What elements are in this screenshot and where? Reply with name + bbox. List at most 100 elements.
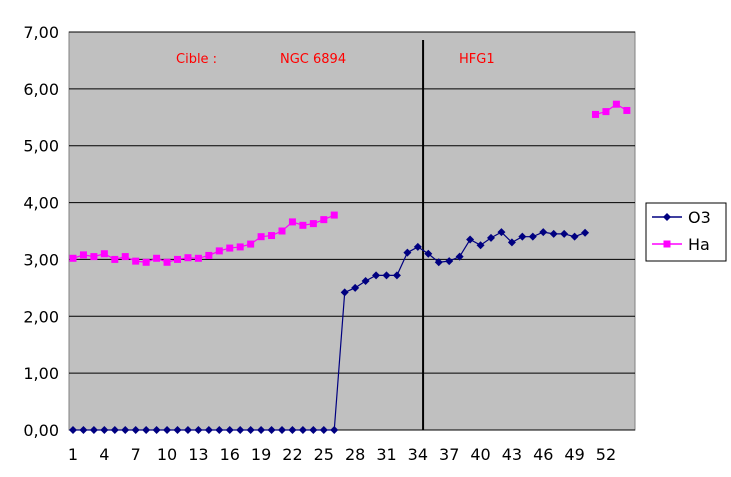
x-tick-label: 31	[376, 445, 396, 464]
data-point	[320, 216, 328, 224]
data-point	[100, 426, 109, 434]
x-tick-label: 4	[99, 445, 109, 464]
x-tick-label: 22	[282, 445, 302, 464]
data-point	[152, 426, 161, 434]
data-point	[288, 426, 297, 434]
data-point	[424, 249, 433, 258]
data-point	[518, 232, 527, 241]
data-point	[392, 271, 401, 280]
data-point	[549, 229, 558, 238]
data-point	[497, 228, 506, 237]
x-tick-label: 13	[188, 445, 208, 464]
legend: O3 Ha	[645, 202, 727, 262]
series-layer	[69, 100, 631, 434]
y-tick-label: 5,00	[23, 137, 59, 156]
data-point	[455, 252, 464, 261]
data-point	[267, 426, 276, 434]
data-point	[268, 232, 276, 240]
series-line	[595, 103, 628, 116]
data-point	[163, 426, 172, 434]
data-point	[539, 228, 548, 237]
data-point	[382, 271, 391, 280]
y-tick-label: 7,00	[23, 23, 59, 42]
y-axis-tick-labels: 0,00 1,00 2,00 3,00 4,00 5,00 6,00 7,00	[23, 23, 59, 440]
data-point	[487, 233, 495, 242]
data-point	[361, 277, 370, 286]
legend-label: O3	[688, 208, 711, 227]
x-tick-label: 16	[220, 445, 240, 464]
data-point	[236, 426, 245, 434]
data-point	[79, 251, 87, 259]
data-point	[163, 258, 171, 266]
x-axis-tick-labels: 1 4 7 10 13 16 19 22 25 28 31 34 37 40 43 46 49 52	[68, 445, 616, 464]
grid-lines	[69, 31, 635, 431]
x-tick-label: 46	[533, 445, 553, 464]
x-tick-label: 40	[470, 445, 490, 464]
data-point	[236, 243, 244, 251]
y-tick-label: 0,00	[23, 421, 59, 440]
data-point	[309, 426, 318, 434]
y-tick-label: 3,00	[23, 250, 59, 269]
data-point	[142, 258, 150, 266]
data-point	[69, 426, 77, 434]
data-point	[528, 232, 537, 241]
data-point	[330, 211, 338, 219]
data-point	[246, 426, 255, 434]
x-tick-label: 1	[68, 445, 78, 464]
plot-area	[68, 31, 636, 431]
data-point	[602, 108, 610, 116]
series-o3	[69, 228, 590, 434]
x-tick-label: 19	[251, 445, 271, 464]
data-point	[225, 426, 234, 434]
data-point	[507, 238, 516, 247]
x-tick-label: 52	[596, 445, 616, 464]
data-point	[110, 426, 119, 434]
data-point	[466, 235, 475, 244]
data-point	[330, 426, 339, 434]
data-point	[445, 257, 454, 266]
y-tick-label: 6,00	[23, 80, 59, 99]
y-tick-label: 2,00	[23, 307, 59, 326]
data-point	[194, 254, 202, 262]
data-point	[173, 426, 182, 434]
data-point	[612, 100, 620, 108]
data-point	[205, 251, 213, 259]
data-point	[131, 426, 140, 434]
y-tick-label: 4,00	[23, 194, 59, 213]
x-tick-label: 34	[408, 445, 428, 464]
series-ha	[69, 100, 631, 266]
annotations: Cible : NGC 6894 HFG1	[176, 52, 495, 67]
x-tick-label: 7	[131, 445, 141, 464]
data-point	[183, 426, 192, 434]
data-point	[288, 218, 296, 226]
data-point	[340, 288, 349, 297]
data-point	[257, 426, 266, 434]
data-point	[592, 110, 599, 118]
x-tick-label: 49	[564, 445, 584, 464]
data-point	[403, 248, 412, 257]
x-tick-label: 25	[314, 445, 334, 464]
legend-box	[645, 202, 727, 262]
data-point	[278, 426, 286, 434]
data-point	[434, 258, 443, 267]
data-point	[298, 426, 307, 434]
data-point	[319, 426, 328, 434]
data-point	[132, 257, 140, 265]
data-point	[299, 221, 307, 229]
data-point	[570, 232, 579, 241]
legend-label: Ha	[688, 235, 710, 254]
data-point	[372, 271, 381, 280]
data-point	[100, 250, 108, 258]
data-point	[215, 426, 224, 434]
data-point	[581, 228, 590, 237]
legend-marker	[663, 240, 671, 248]
data-point	[560, 229, 569, 238]
data-point	[215, 247, 223, 255]
data-point	[476, 241, 485, 250]
data-point	[623, 106, 631, 114]
data-point	[90, 253, 98, 261]
data-point	[278, 227, 286, 235]
data-point	[184, 254, 192, 262]
annotation-ngc: NGC 6894	[280, 52, 346, 67]
